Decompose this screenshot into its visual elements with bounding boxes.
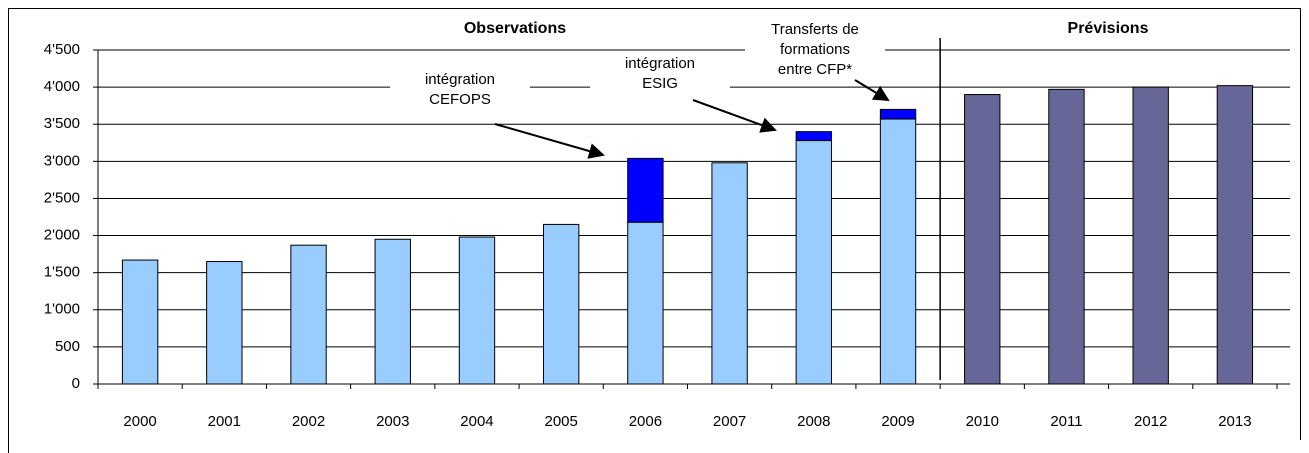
bar xyxy=(1216,85,1254,385)
y-tick-label: 2'000 xyxy=(44,227,80,244)
x-tick-label: 2009 xyxy=(881,413,914,430)
bar xyxy=(879,118,917,385)
annotation-arrow xyxy=(494,123,605,159)
y-tick-label: 3'000 xyxy=(44,152,80,169)
x-tick-label: 2006 xyxy=(629,413,662,430)
bar xyxy=(206,261,243,385)
x-tick-label: 2003 xyxy=(376,413,409,430)
annotation-text: entre CFP* xyxy=(778,61,852,78)
annotation-background xyxy=(590,52,730,94)
x-tick-label: 2004 xyxy=(460,413,493,430)
bar xyxy=(121,259,159,385)
x-tick-label: 2008 xyxy=(797,413,830,430)
annotation-text: Transferts de xyxy=(771,21,859,38)
bar xyxy=(879,108,917,120)
header-background xyxy=(1040,18,1180,40)
bar xyxy=(290,244,327,385)
bar xyxy=(964,94,1001,385)
bar xyxy=(1132,86,1169,385)
y-tick-label: 0 xyxy=(72,375,80,392)
annotation-text: intégration xyxy=(625,55,695,72)
y-tick-label: 4'500 xyxy=(44,41,80,58)
header-background xyxy=(430,18,600,40)
annotation-arrow xyxy=(854,79,890,102)
bar xyxy=(458,236,496,385)
annotation-text: CEFOPS xyxy=(429,91,491,108)
x-tick-label: 2011 xyxy=(1050,413,1082,430)
section-header: Observations xyxy=(464,20,566,37)
y-tick-label: 4'000 xyxy=(44,78,80,95)
annotation-text: ESIG xyxy=(642,75,678,92)
x-tick-label: 2005 xyxy=(544,413,577,430)
bar xyxy=(627,157,664,223)
annotation-background xyxy=(390,68,530,110)
y-tick-label: 1'000 xyxy=(44,301,80,318)
section-header: Prévisions xyxy=(1068,20,1149,37)
bar xyxy=(795,131,833,142)
bar xyxy=(374,238,411,385)
x-tick-label: 2013 xyxy=(1218,413,1251,430)
annotation-background xyxy=(745,18,885,80)
annotation-text: intégration xyxy=(425,71,495,88)
bar xyxy=(627,221,664,385)
y-tick-label: 3'500 xyxy=(44,115,80,132)
y-tick-label: 500 xyxy=(55,338,80,355)
annotation-arrow xyxy=(692,99,777,133)
bar xyxy=(711,162,748,385)
bar xyxy=(1048,88,1085,385)
x-tick-label: 2007 xyxy=(713,413,746,430)
y-tick-label: 1'500 xyxy=(44,264,80,281)
x-tick-label: 2000 xyxy=(123,413,156,430)
bar xyxy=(542,223,580,385)
annotation-text: formations xyxy=(780,41,850,58)
x-tick-label: 2012 xyxy=(1134,413,1167,430)
y-tick-label: 2'500 xyxy=(44,189,80,206)
chart-border xyxy=(8,8,1301,453)
bar xyxy=(795,140,833,385)
x-tick-label: 2002 xyxy=(292,413,325,430)
x-tick-label: 2010 xyxy=(966,413,999,430)
x-tick-label: 2001 xyxy=(208,413,241,430)
